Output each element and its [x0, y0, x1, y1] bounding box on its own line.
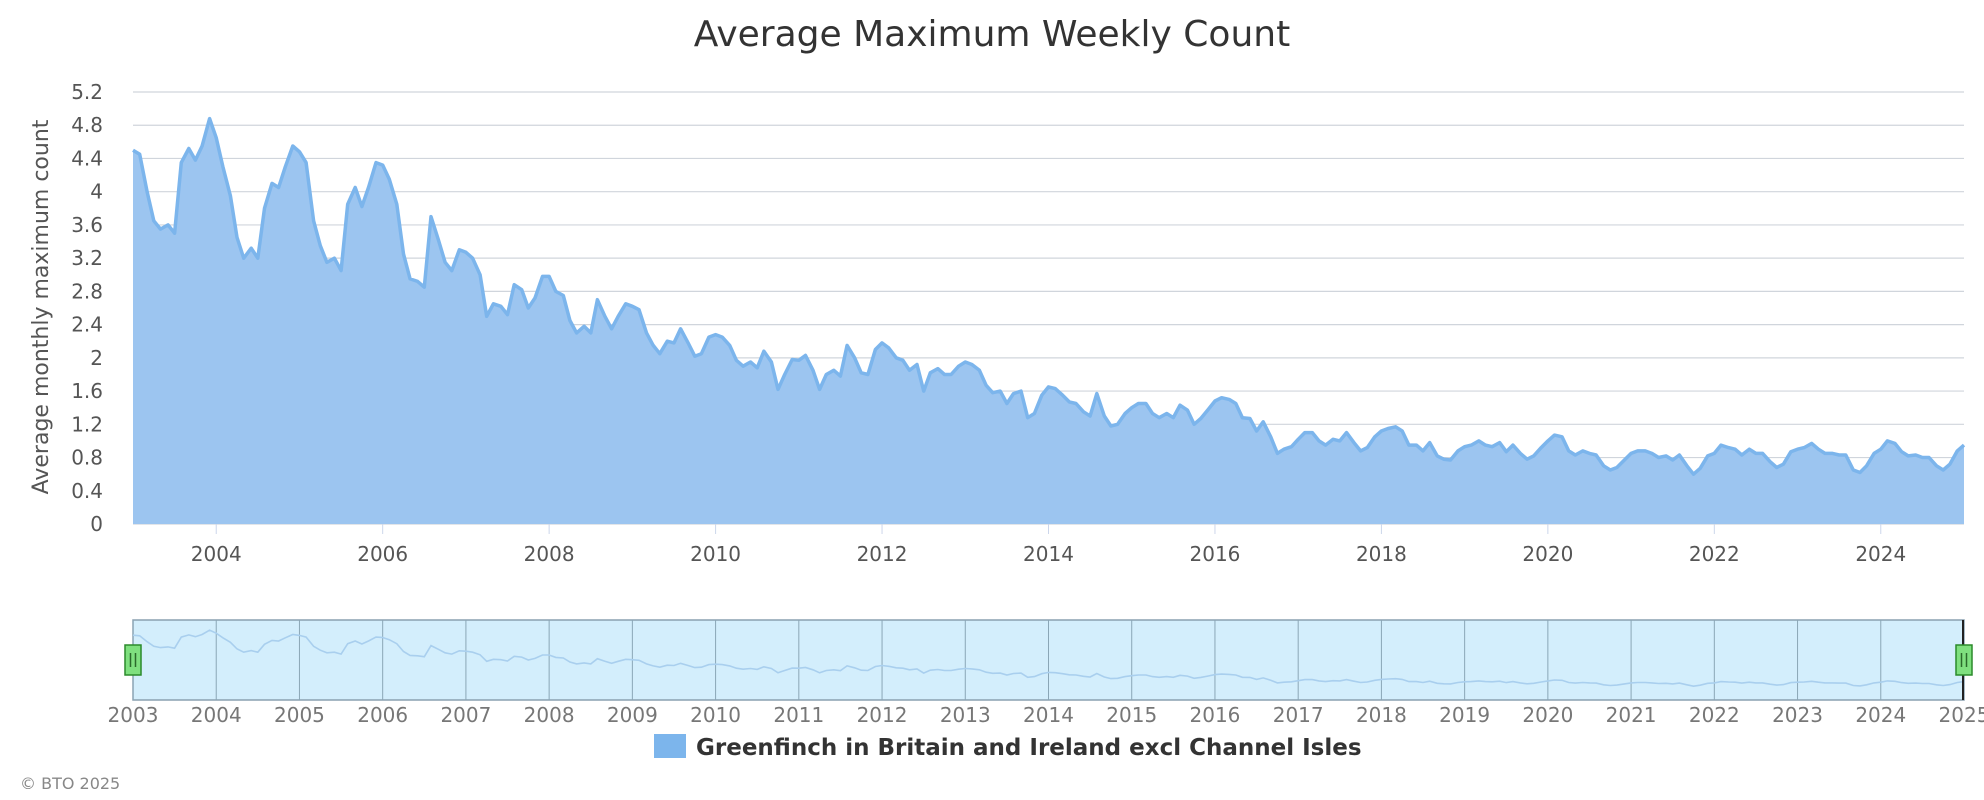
navigator-tick-label: 2021 [1606, 703, 1657, 727]
y-tick-label: 2.8 [71, 279, 103, 303]
navigator-tick-label: 2025 [1939, 703, 1984, 727]
x-tick-label: 2024 [1855, 542, 1906, 566]
navigator-tick-label: 2006 [357, 703, 408, 727]
legend[interactable]: Greenfinch in Britain and Ireland excl C… [654, 734, 1362, 761]
legend-label[interactable]: Greenfinch in Britain and Ireland excl C… [696, 735, 1362, 761]
navigator-tick-label: 2016 [1190, 703, 1241, 727]
navigator-tick-label: 2012 [857, 703, 908, 727]
navigator-tick-label: 2015 [1106, 703, 1157, 727]
navigator-tick-label: 2004 [191, 703, 242, 727]
credit-text: © BTO 2025 [20, 774, 120, 793]
x-tick-label: 2006 [357, 542, 408, 566]
navigator-tick-label: 2023 [1772, 703, 1823, 727]
navigator-tick-label: 2019 [1439, 703, 1490, 727]
handle-body [124, 644, 142, 676]
series-area [133, 118, 1964, 524]
navigator-left-handle[interactable] [124, 644, 142, 676]
navigator-tick-label: 2014 [1023, 703, 1074, 727]
y-axis-label: Average monthly maximum count [29, 119, 54, 494]
x-tick-label: 2022 [1689, 542, 1740, 566]
x-tick-label: 2004 [191, 542, 242, 566]
y-tick-label: 3.6 [71, 213, 103, 237]
navigator-series-line [132, 629, 1965, 688]
y-tick-label: 2 [90, 346, 103, 370]
plot-area [132, 116, 1966, 524]
y-tick-label: 0.8 [71, 446, 103, 470]
y-tick-label: 0.4 [71, 479, 103, 503]
x-tick-label: 2014 [1023, 542, 1074, 566]
legend-swatch[interactable] [654, 734, 686, 758]
navigator-tick-label: 2007 [440, 703, 491, 727]
navigator-tick-label: 2005 [274, 703, 325, 727]
chart-title: Average Maximum Weekly Count [694, 14, 1290, 55]
navigator-tick-label: 2017 [1273, 703, 1324, 727]
navigator-tick-label: 2018 [1356, 703, 1407, 727]
handle-body [1955, 644, 1973, 676]
y-tick-label: 2.4 [71, 313, 103, 337]
navigator-tick-label: 2011 [773, 703, 824, 727]
x-tick-label: 2018 [1356, 542, 1407, 566]
x-tick-label: 2020 [1522, 542, 1573, 566]
navigator-tick-label: 2020 [1522, 703, 1573, 727]
navigator-tick-label: 2009 [607, 703, 658, 727]
y-tick-label: 3.2 [71, 246, 103, 270]
y-tick-label: 4 [90, 180, 103, 204]
x-axis-ticks: 2004 2006 2008 2010 2012 2014 2016 2018 2020 2022… [191, 524, 1906, 566]
navigator-tick-label: 2013 [940, 703, 991, 727]
range-navigator[interactable]: 2003 2004 2005 2006 2007 2008 2009 2010 2011 2012… [108, 619, 1984, 727]
navigator-tick-label: 2008 [524, 703, 575, 727]
navigator-tick-label: 2010 [690, 703, 741, 727]
x-tick-label: 2012 [857, 542, 908, 566]
y-tick-label: 4.4 [71, 146, 103, 170]
y-tick-label: 1.2 [71, 412, 103, 436]
navigator-tick-label: 2022 [1689, 703, 1740, 727]
x-tick-label: 2010 [690, 542, 741, 566]
y-axis-ticks: 0 0.4 0.8 1.2 1.6 2 2.4 2.8 3.2 3.6 4 4.4 4.8 5.2 [71, 80, 103, 536]
navigator-tick-label: 2003 [108, 703, 159, 727]
y-tick-label: 1.6 [71, 379, 103, 403]
navigator-tick-label: 2024 [1855, 703, 1906, 727]
x-tick-label: 2016 [1190, 542, 1241, 566]
y-tick-label: 0 [90, 512, 103, 536]
series-line [132, 116, 1966, 476]
navigator-right-handle[interactable] [1955, 644, 1973, 676]
y-tick-label: 4.8 [71, 113, 103, 137]
y-tick-label: 5.2 [71, 80, 103, 104]
x-tick-label: 2008 [524, 542, 575, 566]
